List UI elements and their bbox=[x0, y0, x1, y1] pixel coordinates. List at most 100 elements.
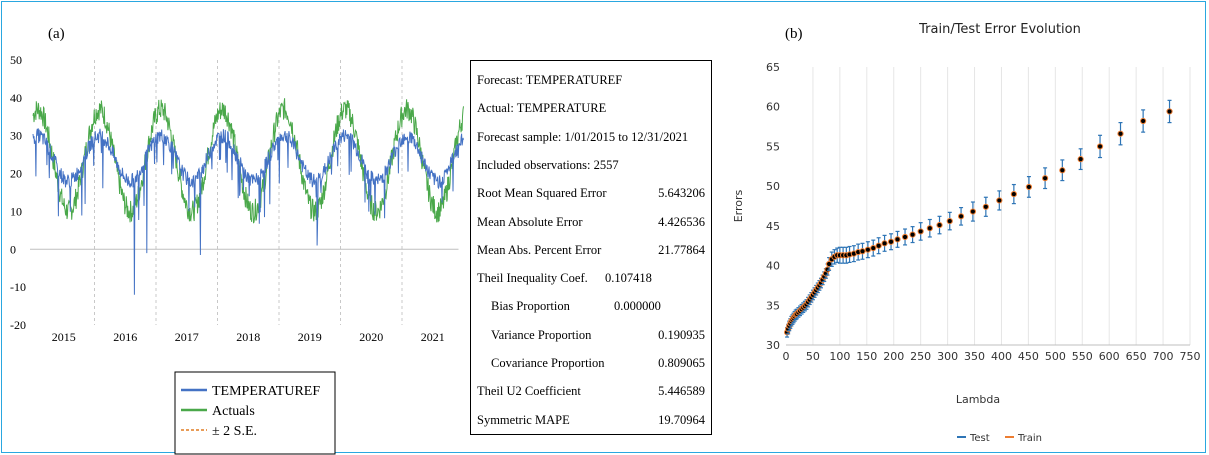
stats-row: Bias Proportion 0.000000 bbox=[477, 299, 707, 319]
stats-row: Variance Proportion 0.190935 bbox=[477, 328, 707, 348]
train-point bbox=[875, 242, 882, 249]
x-tick-label: 550 bbox=[1072, 350, 1093, 363]
stats-row: Mean Abs. Percent Error 21.77864 bbox=[477, 243, 707, 263]
train-point bbox=[969, 208, 977, 215]
stats-value: 4.426536 bbox=[658, 214, 705, 229]
stats-row: Theil U2 Coefficient 5.446589 bbox=[477, 384, 707, 404]
legend-label: Actuals bbox=[212, 404, 255, 419]
train-point bbox=[1117, 130, 1124, 137]
y-tick-label: 10 bbox=[10, 204, 22, 218]
stats-label: Forecast: TEMPERATUREF bbox=[477, 73, 623, 87]
x-tick-label: 100 bbox=[829, 350, 850, 363]
error-evolution-chart: (b) Train/Test Error Evolution 65 60 55 50 4… bbox=[732, 22, 1201, 444]
legend-box bbox=[174, 371, 336, 455]
y-tick-label: 30 bbox=[10, 129, 22, 143]
train-point bbox=[1077, 156, 1084, 163]
y-tick-label: -10 bbox=[10, 280, 26, 294]
train-point bbox=[1059, 167, 1066, 174]
y-tick-label: -20 bbox=[10, 318, 26, 332]
stats-value: 19.70964 bbox=[658, 412, 705, 427]
x-tick-label: 2021 bbox=[421, 330, 445, 344]
train-point bbox=[982, 203, 989, 210]
stats-row: Forecast: TEMPERATUREF bbox=[477, 73, 707, 93]
stats-label: Covariance Proportion bbox=[491, 356, 605, 370]
y-tick-label: 50 bbox=[10, 53, 22, 67]
stats-label: Included observations: 2557 bbox=[477, 157, 619, 172]
stats-label: Root Mean Squared Error bbox=[477, 186, 607, 201]
x-tick-label: 700 bbox=[1153, 350, 1174, 363]
stats-row: Theil Inequality Coef. 0.107418 bbox=[477, 271, 707, 291]
x-tick-label: 0 bbox=[783, 350, 790, 363]
x-tick-label: 200 bbox=[883, 350, 904, 363]
x-tick-label: 750 bbox=[1180, 350, 1201, 363]
train-point bbox=[936, 221, 943, 229]
train-point bbox=[909, 231, 916, 238]
x-axis-title: Lambda bbox=[956, 393, 1000, 406]
x-tick-label: 300 bbox=[937, 350, 958, 363]
stats-row: Symmetric MAPE 19.70964 bbox=[477, 413, 707, 433]
y-axis-title: Errors bbox=[732, 189, 745, 222]
train-point bbox=[1140, 117, 1147, 125]
stats-label: Symmetric MAPE bbox=[477, 412, 570, 427]
series-temperaturef-line bbox=[32, 128, 464, 295]
panel-a-label: (a) bbox=[48, 26, 65, 42]
train-point bbox=[917, 228, 924, 235]
train-point bbox=[1010, 190, 1017, 198]
stats-row: Actual: TEMPERATURE bbox=[477, 101, 707, 121]
x-tick-label: 500 bbox=[1045, 350, 1066, 363]
stats-row: Included observations: 2557 bbox=[477, 158, 707, 178]
stats-label: Bias Proportion bbox=[491, 299, 570, 314]
train-point bbox=[926, 225, 933, 232]
train-point bbox=[996, 197, 1003, 204]
train-point bbox=[870, 244, 877, 252]
y-tick-label: 45 bbox=[766, 220, 780, 233]
stats-label: Theil Inequality Coef. bbox=[477, 271, 588, 286]
y-tick-label: 40 bbox=[10, 91, 22, 105]
x-tick-label: 2020 bbox=[359, 330, 383, 344]
legend-label: Train bbox=[1017, 433, 1042, 444]
x-tick-label: 2016 bbox=[113, 330, 137, 344]
stats-row: Root Mean Squared Error 5.643206 bbox=[477, 186, 707, 206]
train-point bbox=[894, 236, 901, 243]
stats-label: Actual: TEMPERATURE bbox=[477, 101, 607, 116]
stats-label: Mean Abs. Percent Error bbox=[477, 242, 602, 257]
x-tick-label: 650 bbox=[1126, 350, 1147, 363]
y-tick-label: 60 bbox=[766, 101, 780, 114]
stats-row: Forecast sample: 1/01/2015 to 12/31/2021 bbox=[477, 130, 707, 150]
stats-label: Variance Proportion bbox=[491, 327, 592, 342]
x-tick-label: 450 bbox=[1018, 350, 1039, 363]
y-tick-label: 65 bbox=[766, 61, 780, 74]
stats-value: 0.107418 bbox=[605, 271, 652, 286]
stats-value: 0.190935 bbox=[658, 327, 705, 342]
legend-label: TEMPERATUREF bbox=[212, 384, 320, 399]
stats-label: Forecast sample: 1/01/2015 to 12/31/2021 bbox=[477, 129, 689, 144]
train-point bbox=[1166, 108, 1173, 115]
panel-b-label: (b) bbox=[785, 26, 803, 42]
train-point bbox=[864, 246, 871, 253]
x-tick-label: 150 bbox=[856, 350, 877, 363]
train-point bbox=[859, 248, 866, 255]
train-point bbox=[881, 240, 888, 247]
y-tick-label: 0 bbox=[10, 242, 16, 256]
stats-label: Mean Absolute Error bbox=[477, 214, 583, 229]
forecast-statistics-box: Forecast: TEMPERATUREF Actual: TEMPERATUR… bbox=[470, 60, 712, 435]
x-tick-label: 2017 bbox=[175, 330, 199, 344]
x-tick-label: 400 bbox=[991, 350, 1012, 363]
y-tick-label: 50 bbox=[766, 180, 780, 193]
x-tick-label: 2018 bbox=[236, 330, 260, 344]
y-tick-label: 40 bbox=[766, 260, 780, 273]
chart-title: Train/Test Error Evolution bbox=[918, 22, 1081, 37]
train-point bbox=[1096, 143, 1104, 150]
train-point bbox=[901, 233, 909, 241]
temperature-forecast-chart: (a) 50 40 30 20 10 0 -10 -20 2015 2016 2017 2018 201… bbox=[10, 26, 464, 455]
stats-row: Covariance Proportion 0.809065 bbox=[477, 356, 707, 376]
x-tick-label: 2019 bbox=[298, 330, 322, 344]
stats-value: 5.643206 bbox=[658, 186, 705, 201]
x-tick-label: 600 bbox=[1099, 350, 1120, 363]
series-actuals-line bbox=[32, 98, 464, 224]
x-tick-label: 350 bbox=[964, 350, 985, 363]
y-tick-label: 35 bbox=[766, 299, 780, 312]
stats-label: Theil U2 Coefficient bbox=[477, 384, 581, 399]
